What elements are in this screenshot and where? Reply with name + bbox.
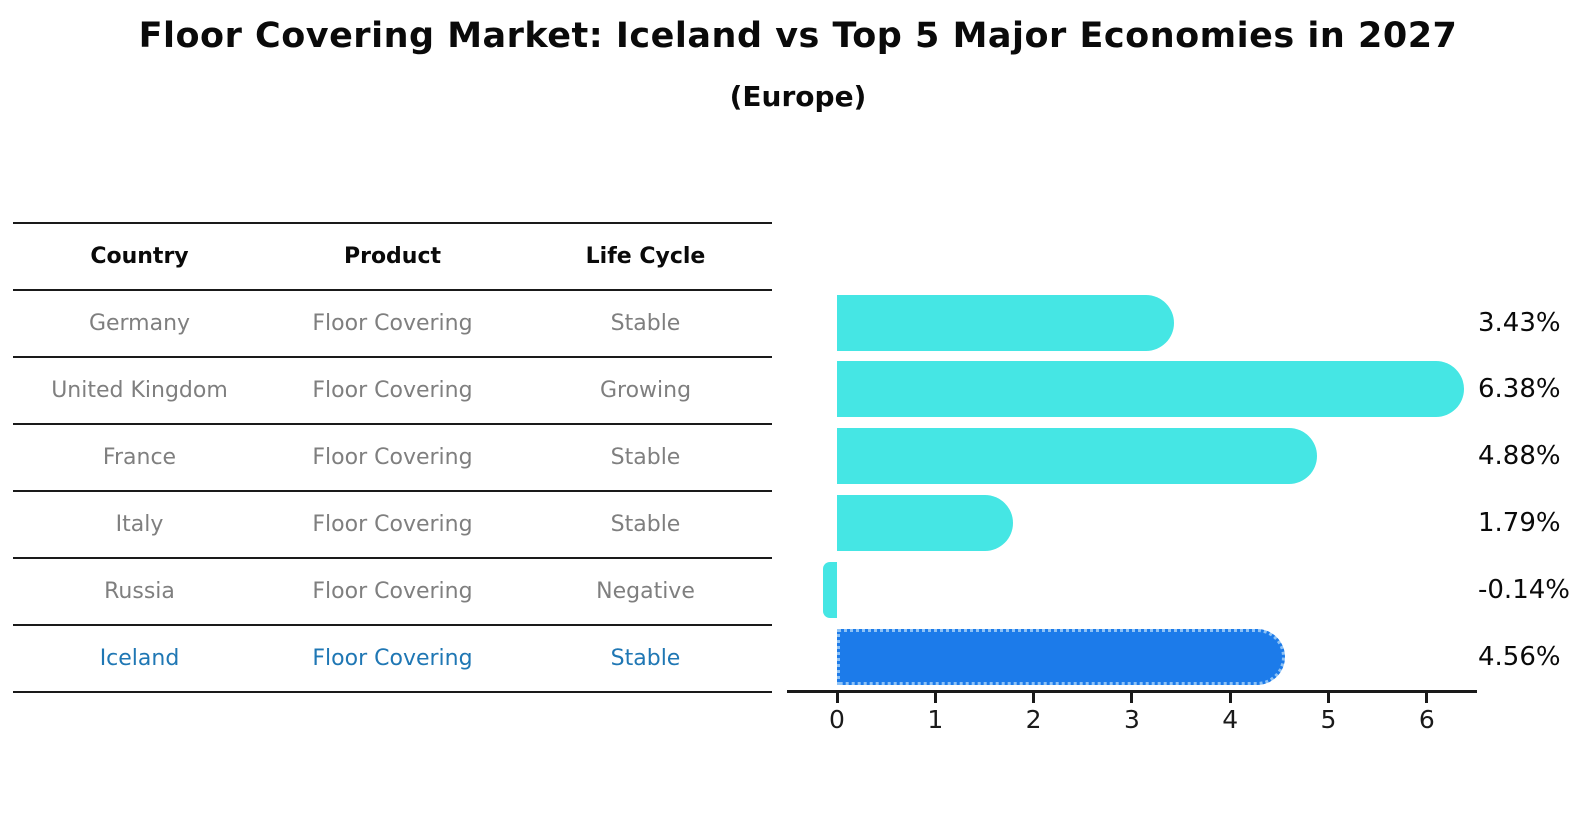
cell-product: Floor Covering [312, 378, 473, 403]
chart-subtitle: (Europe) [729, 80, 867, 113]
x-tick-mark-4 [1228, 693, 1232, 703]
x-tick-mark-2 [1032, 693, 1036, 703]
table-row-france: France Floor Covering Stable [13, 423, 772, 490]
x-tick-label-6: 6 [1418, 705, 1435, 734]
x-tick-mark-0 [835, 693, 839, 703]
x-tick-label-2: 2 [1025, 705, 1042, 734]
cell-country: Iceland [99, 646, 180, 671]
bar-iceland [837, 628, 1286, 685]
value-label-united-kingdom: 6.38% [1478, 374, 1561, 405]
value-label-russia: -0.14% [1478, 574, 1570, 605]
value-label-france: 4.88% [1478, 441, 1561, 472]
cell-life-cycle: Stable [610, 445, 681, 470]
x-tick-label-3: 3 [1123, 705, 1140, 734]
cell-life-cycle: Stable [610, 646, 681, 671]
table-row-united-kingdom: United Kingdom Floor Covering Growing [13, 356, 772, 423]
x-tick-label-1: 1 [927, 705, 944, 734]
table-header-country: Country [90, 244, 189, 269]
cell-product: Floor Covering [312, 646, 473, 671]
cell-life-cycle: Negative [596, 579, 695, 604]
table-row-germany: Germany Floor Covering Stable [13, 289, 772, 356]
bar-germany [837, 294, 1175, 351]
cell-product: Floor Covering [312, 512, 473, 537]
cell-country: Italy [115, 512, 164, 537]
table-row-iceland: Iceland Floor Covering Stable [13, 624, 772, 693]
cell-life-cycle: Stable [610, 512, 681, 537]
x-tick-label-5: 5 [1320, 705, 1337, 734]
cell-country: United Kingdom [51, 378, 228, 403]
bar-italy [837, 494, 1013, 551]
x-tick-label-4: 4 [1222, 705, 1239, 734]
x-tick-mark-1 [933, 693, 937, 703]
cell-product: Floor Covering [312, 579, 473, 604]
x-tick-mark-6 [1425, 693, 1429, 703]
table-header-life-cycle: Life Cycle [585, 244, 706, 269]
bar-united-kingdom [837, 361, 1465, 418]
cell-life-cycle: Stable [610, 311, 681, 336]
table-row-italy: Italy Floor Covering Stable [13, 490, 772, 557]
bar-russia [823, 561, 837, 618]
value-label-iceland: 4.56% [1478, 641, 1561, 672]
x-tick-label-0: 0 [829, 705, 845, 734]
x-tick-mark-3 [1130, 693, 1134, 703]
bar-france [837, 428, 1317, 485]
value-label-germany: 3.43% [1478, 307, 1561, 338]
cell-product: Floor Covering [312, 311, 473, 336]
table-header-product: Product [343, 244, 442, 269]
value-label-italy: 1.79% [1478, 507, 1561, 538]
chart-title: Floor Covering Market: Iceland vs Top 5 … [138, 16, 1458, 56]
cell-country: Russia [104, 579, 175, 604]
cell-country: Germany [88, 311, 191, 336]
x-tick-mark-5 [1327, 693, 1330, 703]
cell-country: France [102, 445, 177, 470]
country-table: Country Product Life Cycle Germany Floor … [13, 222, 772, 693]
table-header-row: Country Product Life Cycle [13, 222, 772, 289]
table-row-russia: Russia Floor Covering Negative [13, 557, 772, 624]
cell-product: Floor Covering [312, 445, 473, 470]
x-axis-line [787, 690, 1477, 693]
cell-life-cycle: Growing [599, 378, 692, 403]
